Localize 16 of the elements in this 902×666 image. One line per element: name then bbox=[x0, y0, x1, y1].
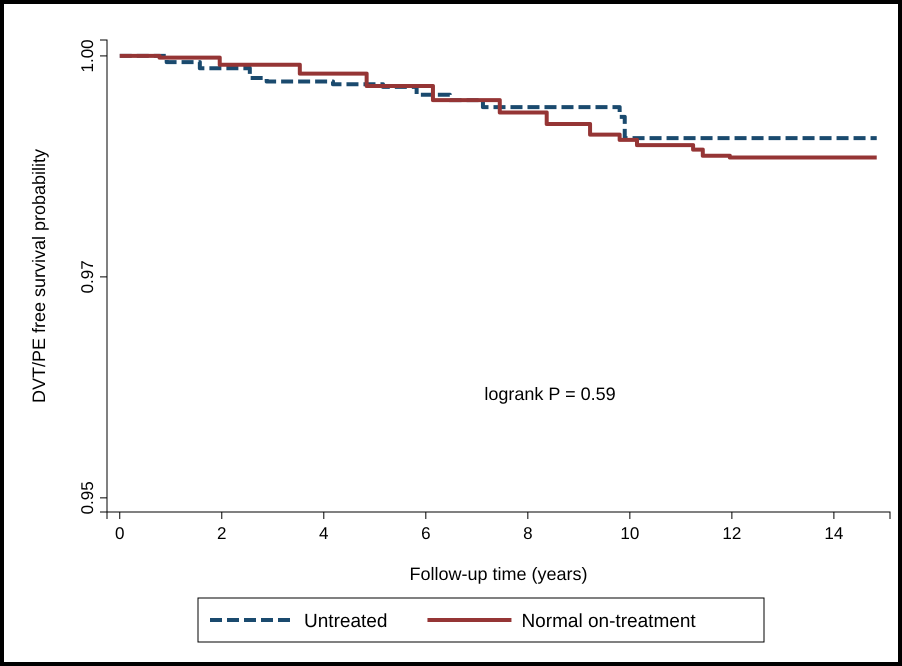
legend-label: Untreated bbox=[304, 611, 388, 632]
x-tick-label: 0 bbox=[115, 524, 124, 543]
x-tick-label: 2 bbox=[217, 524, 227, 543]
x-tick-label: 4 bbox=[319, 524, 329, 543]
annotation: logrank P = 0.59 bbox=[484, 384, 616, 404]
y-tick-label: 0.95 bbox=[78, 481, 97, 514]
y-axis-title: DVT/PE free survival probability bbox=[29, 148, 49, 404]
x-tick-label: 6 bbox=[421, 524, 431, 543]
y-tick-label: 1.00 bbox=[78, 39, 97, 72]
legend-label: Normal on-treatment bbox=[521, 611, 696, 632]
x-tick-label: 10 bbox=[620, 524, 640, 543]
x-axis-title: Follow-up time (years) bbox=[409, 564, 588, 584]
y-tick-label: 0.97 bbox=[78, 260, 97, 294]
x-tick-label: 8 bbox=[523, 524, 533, 543]
x-tick-label: 12 bbox=[722, 524, 742, 543]
x-tick-label: 14 bbox=[824, 524, 844, 543]
